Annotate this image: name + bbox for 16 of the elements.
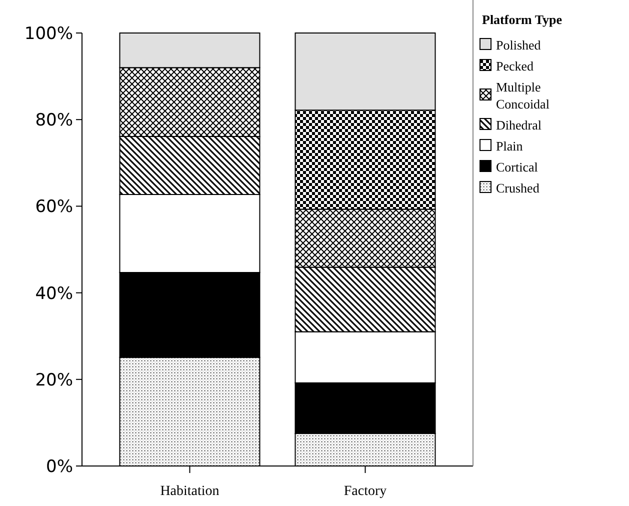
- y-tick-label: 0%: [46, 456, 73, 477]
- legend-title: Platform Type: [482, 12, 562, 27]
- y-tick-label: 40%: [35, 284, 73, 304]
- y-tick-label: 60%: [35, 197, 73, 218]
- x-tick-label: Habitation: [160, 484, 220, 499]
- text: Polished: [496, 38, 542, 52]
- text: Plain: [496, 138, 524, 154]
- text: Multiple Concoidal: [496, 80, 550, 112]
- text: Dihedral: [496, 118, 542, 132]
- legend-label: Cortical: [496, 160, 538, 174]
- x-tick-label: Factory: [344, 484, 387, 499]
- y-tick-label: 20%: [35, 370, 73, 390]
- text: Pecked: [496, 58, 534, 74]
- y-tick-label: 100%: [24, 24, 73, 44]
- text: Crushed: [496, 180, 540, 196]
- y-tick-label: 80%: [35, 110, 73, 131]
